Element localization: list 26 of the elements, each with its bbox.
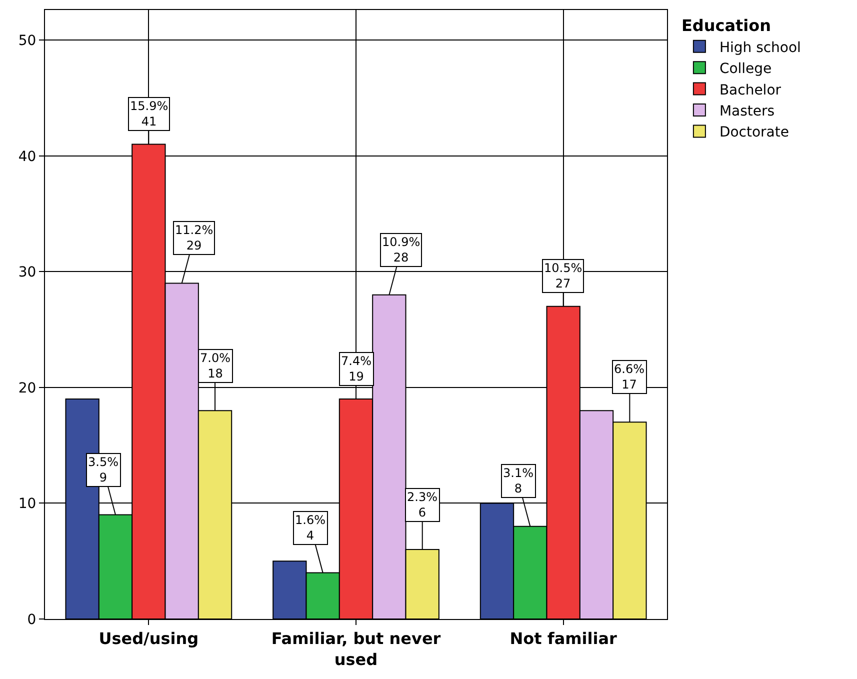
legend-label: Masters (719, 103, 775, 120)
y-tick-label: 40 (18, 148, 36, 165)
data-label: 11.2% 29 (175, 223, 214, 253)
legend-title: Education (681, 16, 772, 35)
data-label: 2.3% 6 (407, 490, 438, 520)
x-tick-label: Not familiar (510, 629, 618, 648)
legend-label: Bachelor (719, 82, 782, 98)
y-tick-label: 0 (27, 612, 36, 628)
y-tick-label: 20 (18, 380, 36, 396)
data-label: 3.5% 9 (88, 455, 118, 485)
x-tick-label: Used/using (98, 629, 199, 648)
data-label: 10.9% 28 (382, 235, 420, 265)
legend-label: College (719, 61, 772, 78)
y-tick-label: 50 (18, 33, 36, 49)
y-tick-label: 10 (18, 496, 36, 512)
data-label: 1.6% 4 (295, 513, 326, 543)
data-label: 7.0% 18 (200, 351, 230, 381)
legend-label: High school (719, 40, 801, 56)
data-label: 3.1% 8 (503, 466, 534, 496)
data-label: 10.5% 27 (544, 261, 582, 291)
x-tick-label: Familiar, but never used (271, 629, 441, 669)
data-label: 6.6% 17 (614, 362, 644, 392)
data-label: 15.9% 41 (130, 99, 168, 129)
y-tick-label: 30 (18, 264, 36, 281)
legend-label: Doctorate (719, 124, 789, 141)
data-label: 7.4% 19 (341, 354, 372, 384)
